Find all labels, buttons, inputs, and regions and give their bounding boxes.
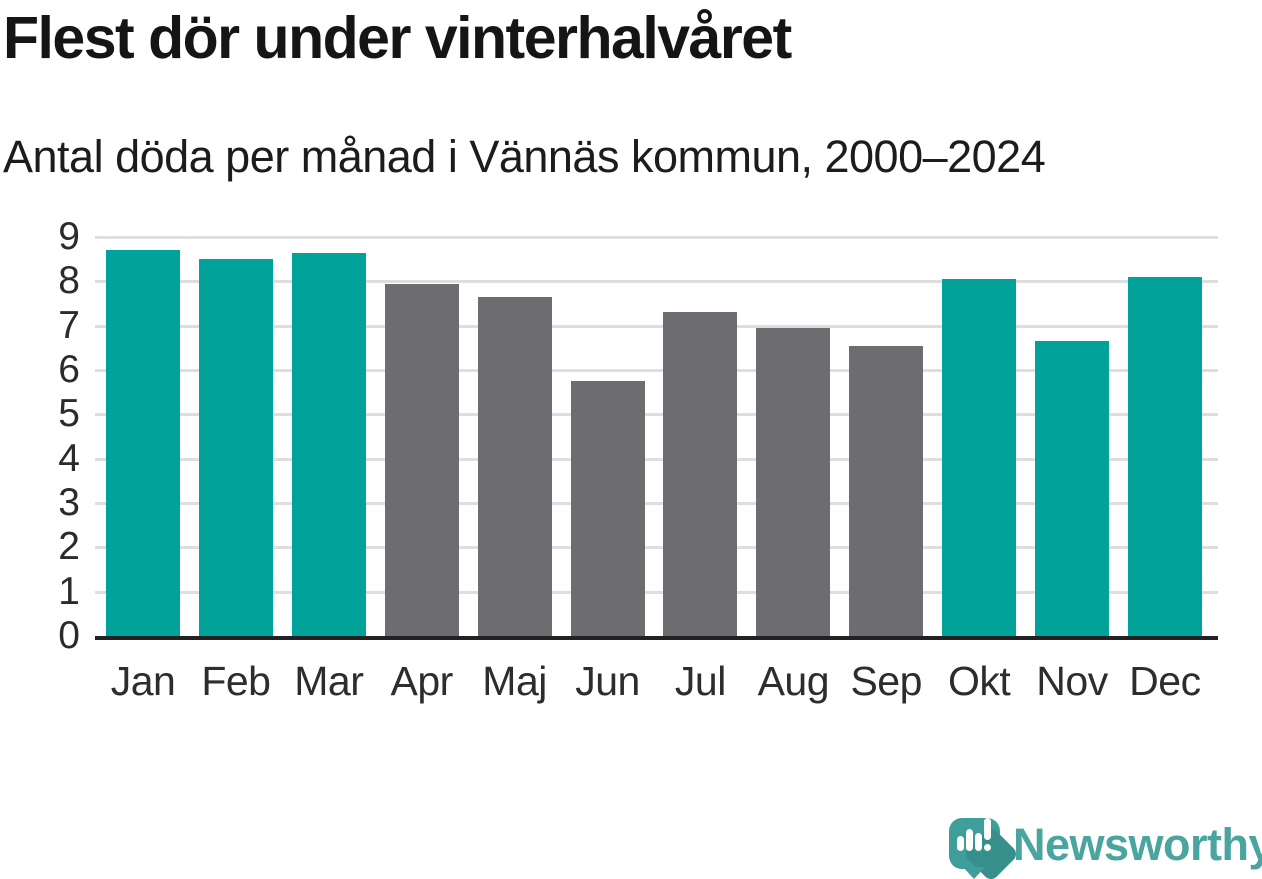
logo-chart-bar-icon [975, 833, 982, 851]
x-tick-label-dec: Dec [1129, 658, 1201, 704]
bar-maj [477, 296, 552, 636]
bar-sep [849, 345, 924, 636]
x-tick-label-feb: Feb [201, 658, 271, 704]
y-tick-label: 1 [58, 569, 80, 613]
bar-dec [1127, 276, 1202, 636]
plot-area [95, 236, 1218, 640]
y-tick-label: 8 [58, 259, 80, 303]
speech-bubble-shape [949, 818, 1020, 879]
y-tick-label: 2 [58, 525, 80, 569]
newsworthy-wordmark: Newsworthy [1013, 819, 1262, 870]
gridline [95, 502, 1218, 505]
bar-apr [384, 283, 459, 636]
y-tick-label: 9 [58, 215, 80, 258]
x-tick-label-okt: Okt [947, 658, 1011, 704]
x-tick-label-apr: Apr [390, 658, 454, 704]
speech-bubble-tail [963, 867, 985, 879]
x-tick-label-maj: Maj [482, 658, 547, 704]
logo-exclamation-icon [984, 818, 991, 840]
gridline [95, 546, 1218, 550]
y-tick-label: 4 [58, 436, 80, 480]
x-tick-label-aug: Aug [757, 658, 830, 704]
y-tick-label: 7 [58, 303, 80, 347]
logo-chart-bar-icon [966, 829, 973, 851]
y-tick-label: 3 [58, 481, 80, 524]
y-tick-label: 0 [58, 614, 80, 657]
gridline [95, 369, 1218, 372]
bar-okt [942, 279, 1017, 636]
x-tick-label-mar: Mar [294, 658, 364, 704]
gridline [95, 590, 1218, 594]
bar-nov [1035, 341, 1109, 636]
gridline [95, 280, 1218, 284]
logo-exclamation-dot-icon [984, 844, 991, 851]
chart-title: Flest dör under vinterhalvåret [3, 5, 792, 71]
gridline [95, 413, 1218, 417]
bar-jun [570, 381, 645, 636]
gridline [95, 457, 1218, 461]
logo-chart-bar-icon [957, 836, 964, 851]
x-tick-label-jul: Jul [674, 658, 726, 704]
x-tick-label-sep: Sep [850, 658, 922, 704]
bar-jul [663, 312, 738, 636]
x-tick-label-jan: Jan [110, 658, 176, 704]
bar-jan [106, 250, 180, 636]
y-tick-label: 6 [58, 348, 80, 391]
newsworthy-logo: Newsworthy [945, 815, 1262, 879]
gridline [95, 236, 1218, 239]
chart-subtitle: Antal döda per månad i Vännäs kommun, 20… [3, 131, 1046, 182]
x-tick-label-nov: Nov [1036, 658, 1108, 704]
newsworthy-logo-icon [949, 818, 1020, 879]
bar-feb [198, 259, 273, 636]
x-tick-label-jun: Jun [575, 658, 640, 704]
gridline [95, 324, 1218, 328]
y-tick-label: 5 [58, 392, 80, 436]
bar-aug [756, 327, 831, 636]
bar-mar [291, 252, 366, 636]
